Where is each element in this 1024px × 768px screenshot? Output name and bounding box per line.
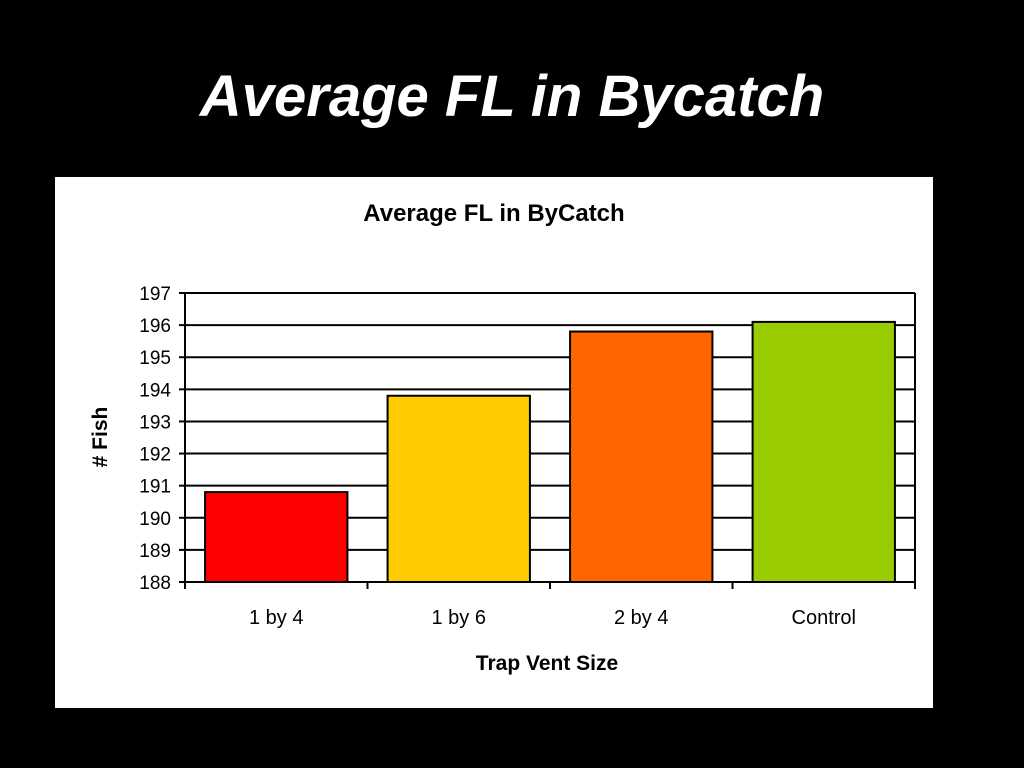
bar-control xyxy=(751,320,896,583)
chart-title: Average FL in ByCatch xyxy=(363,200,624,227)
y-tick-label: 190 xyxy=(139,509,171,530)
slide-title: Average FL in Bycatch xyxy=(199,64,825,129)
x-tick-label: Control xyxy=(792,607,856,629)
y-tick-label: 197 xyxy=(139,284,171,305)
x-tick-label: 2 by 4 xyxy=(614,607,668,629)
chart-panel: Average FL in ByCatch Trap Vent Size # F… xyxy=(55,177,933,708)
bar-chart: Average FL in ByCatch Trap Vent Size # F… xyxy=(89,200,916,675)
bar-2-by-4 xyxy=(569,330,714,583)
bar-1-by-4 xyxy=(204,491,349,584)
x-axis-label: Trap Vent Size xyxy=(476,652,618,675)
y-tick-label: 192 xyxy=(139,445,171,466)
y-tick-label: 196 xyxy=(139,316,171,337)
y-tick-label: 191 xyxy=(139,477,171,498)
bars xyxy=(204,320,896,584)
x-tick-label: 1 by 6 xyxy=(432,607,486,629)
bar-1-by-6 xyxy=(386,394,531,583)
y-axis-label: # Fish xyxy=(89,407,112,468)
y-tick-label: 194 xyxy=(139,380,171,401)
y-tick-label: 188 xyxy=(139,573,171,594)
tick-labels: 188 189 190 191 192 193 194 195 196 197 1 by 4 1 by… xyxy=(139,284,856,629)
y-tick-label: 193 xyxy=(139,412,171,433)
y-tick-label: 195 xyxy=(139,348,171,369)
x-tick-label: 1 by 4 xyxy=(249,607,303,629)
y-tick-label: 189 xyxy=(139,541,171,562)
axes xyxy=(179,292,916,589)
